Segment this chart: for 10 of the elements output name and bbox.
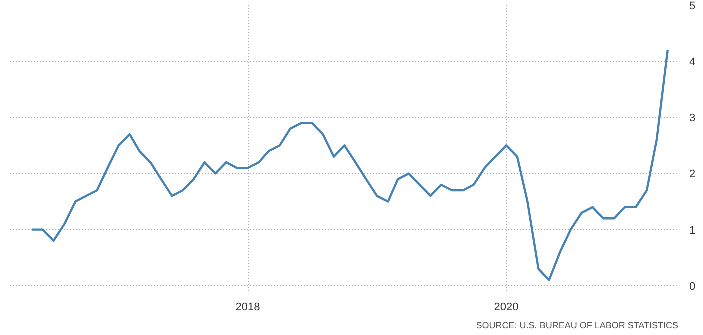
source-note: SOURCE: U.S. BUREAU OF LABOR STATISTICS	[476, 320, 679, 330]
y-tick-label: 2	[690, 168, 696, 181]
y-tick-label: 3	[690, 112, 696, 125]
y-tick-label: 1	[690, 224, 696, 237]
y-tick-label: 0	[690, 280, 696, 293]
line-series	[30, 49, 669, 282]
y-tick-label: 5	[690, 0, 696, 12]
y-tick-label: 4	[690, 56, 696, 69]
x-tick-label: 2018	[236, 302, 260, 314]
x-tick-label: 2020	[494, 302, 519, 314]
